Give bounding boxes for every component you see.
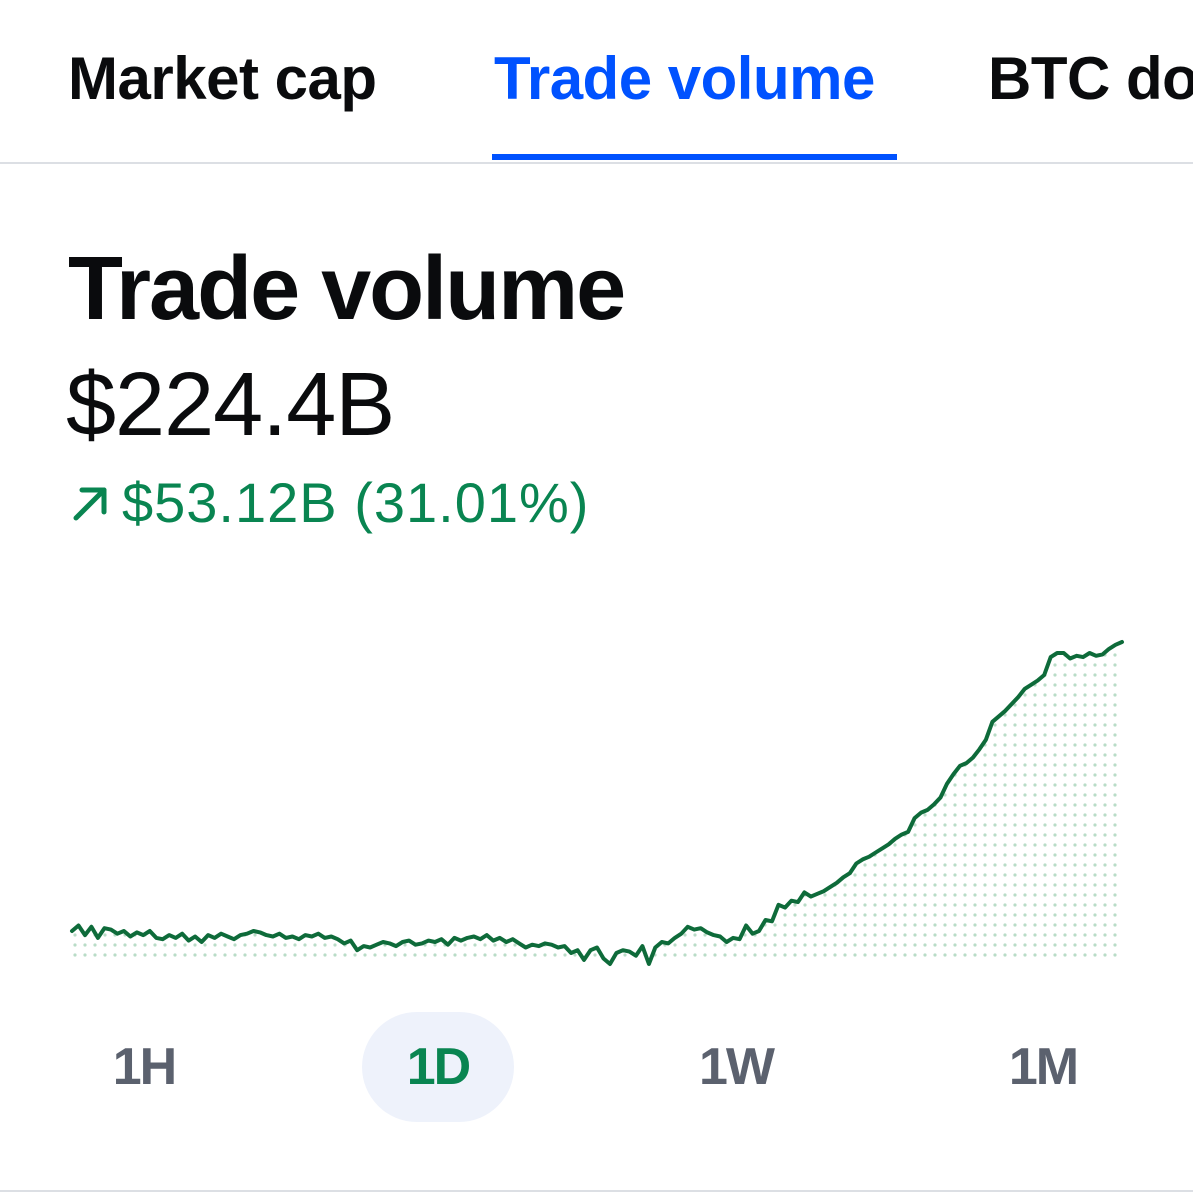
tab-btc-dominance[interactable]: BTC dominance [988, 45, 1193, 112]
arrow-up-right-icon [73, 487, 107, 520]
range-1m-button[interactable]: 1M [1008, 1038, 1079, 1096]
metric-title: Trade volume [68, 239, 626, 339]
metric-change-text: $53.12B (31.01%) [122, 471, 590, 534]
active-tab-indicator [492, 154, 897, 160]
tab-bar: Market cap Trade volume BTC dominance [0, 0, 1193, 164]
time-range-selector: 1H 1D 1W 1M [0, 1012, 1193, 1122]
range-1w-button[interactable]: 1W [699, 1038, 775, 1096]
metric-change: $53.12B (31.01%) [70, 470, 589, 535]
divider [0, 1190, 1193, 1192]
range-1h-button[interactable]: 1H [112, 1038, 177, 1096]
range-1d-button[interactable]: 1D [362, 1012, 514, 1122]
chart-series-line [70, 640, 1124, 966]
tab-trade-volume[interactable]: Trade volume [494, 45, 875, 112]
trade-volume-chart[interactable] [0, 0, 1193, 1000]
tab-market-cap[interactable]: Market cap [68, 45, 377, 112]
chart-area-fill [72, 642, 1122, 964]
metric-value: $224.4B [66, 355, 395, 455]
